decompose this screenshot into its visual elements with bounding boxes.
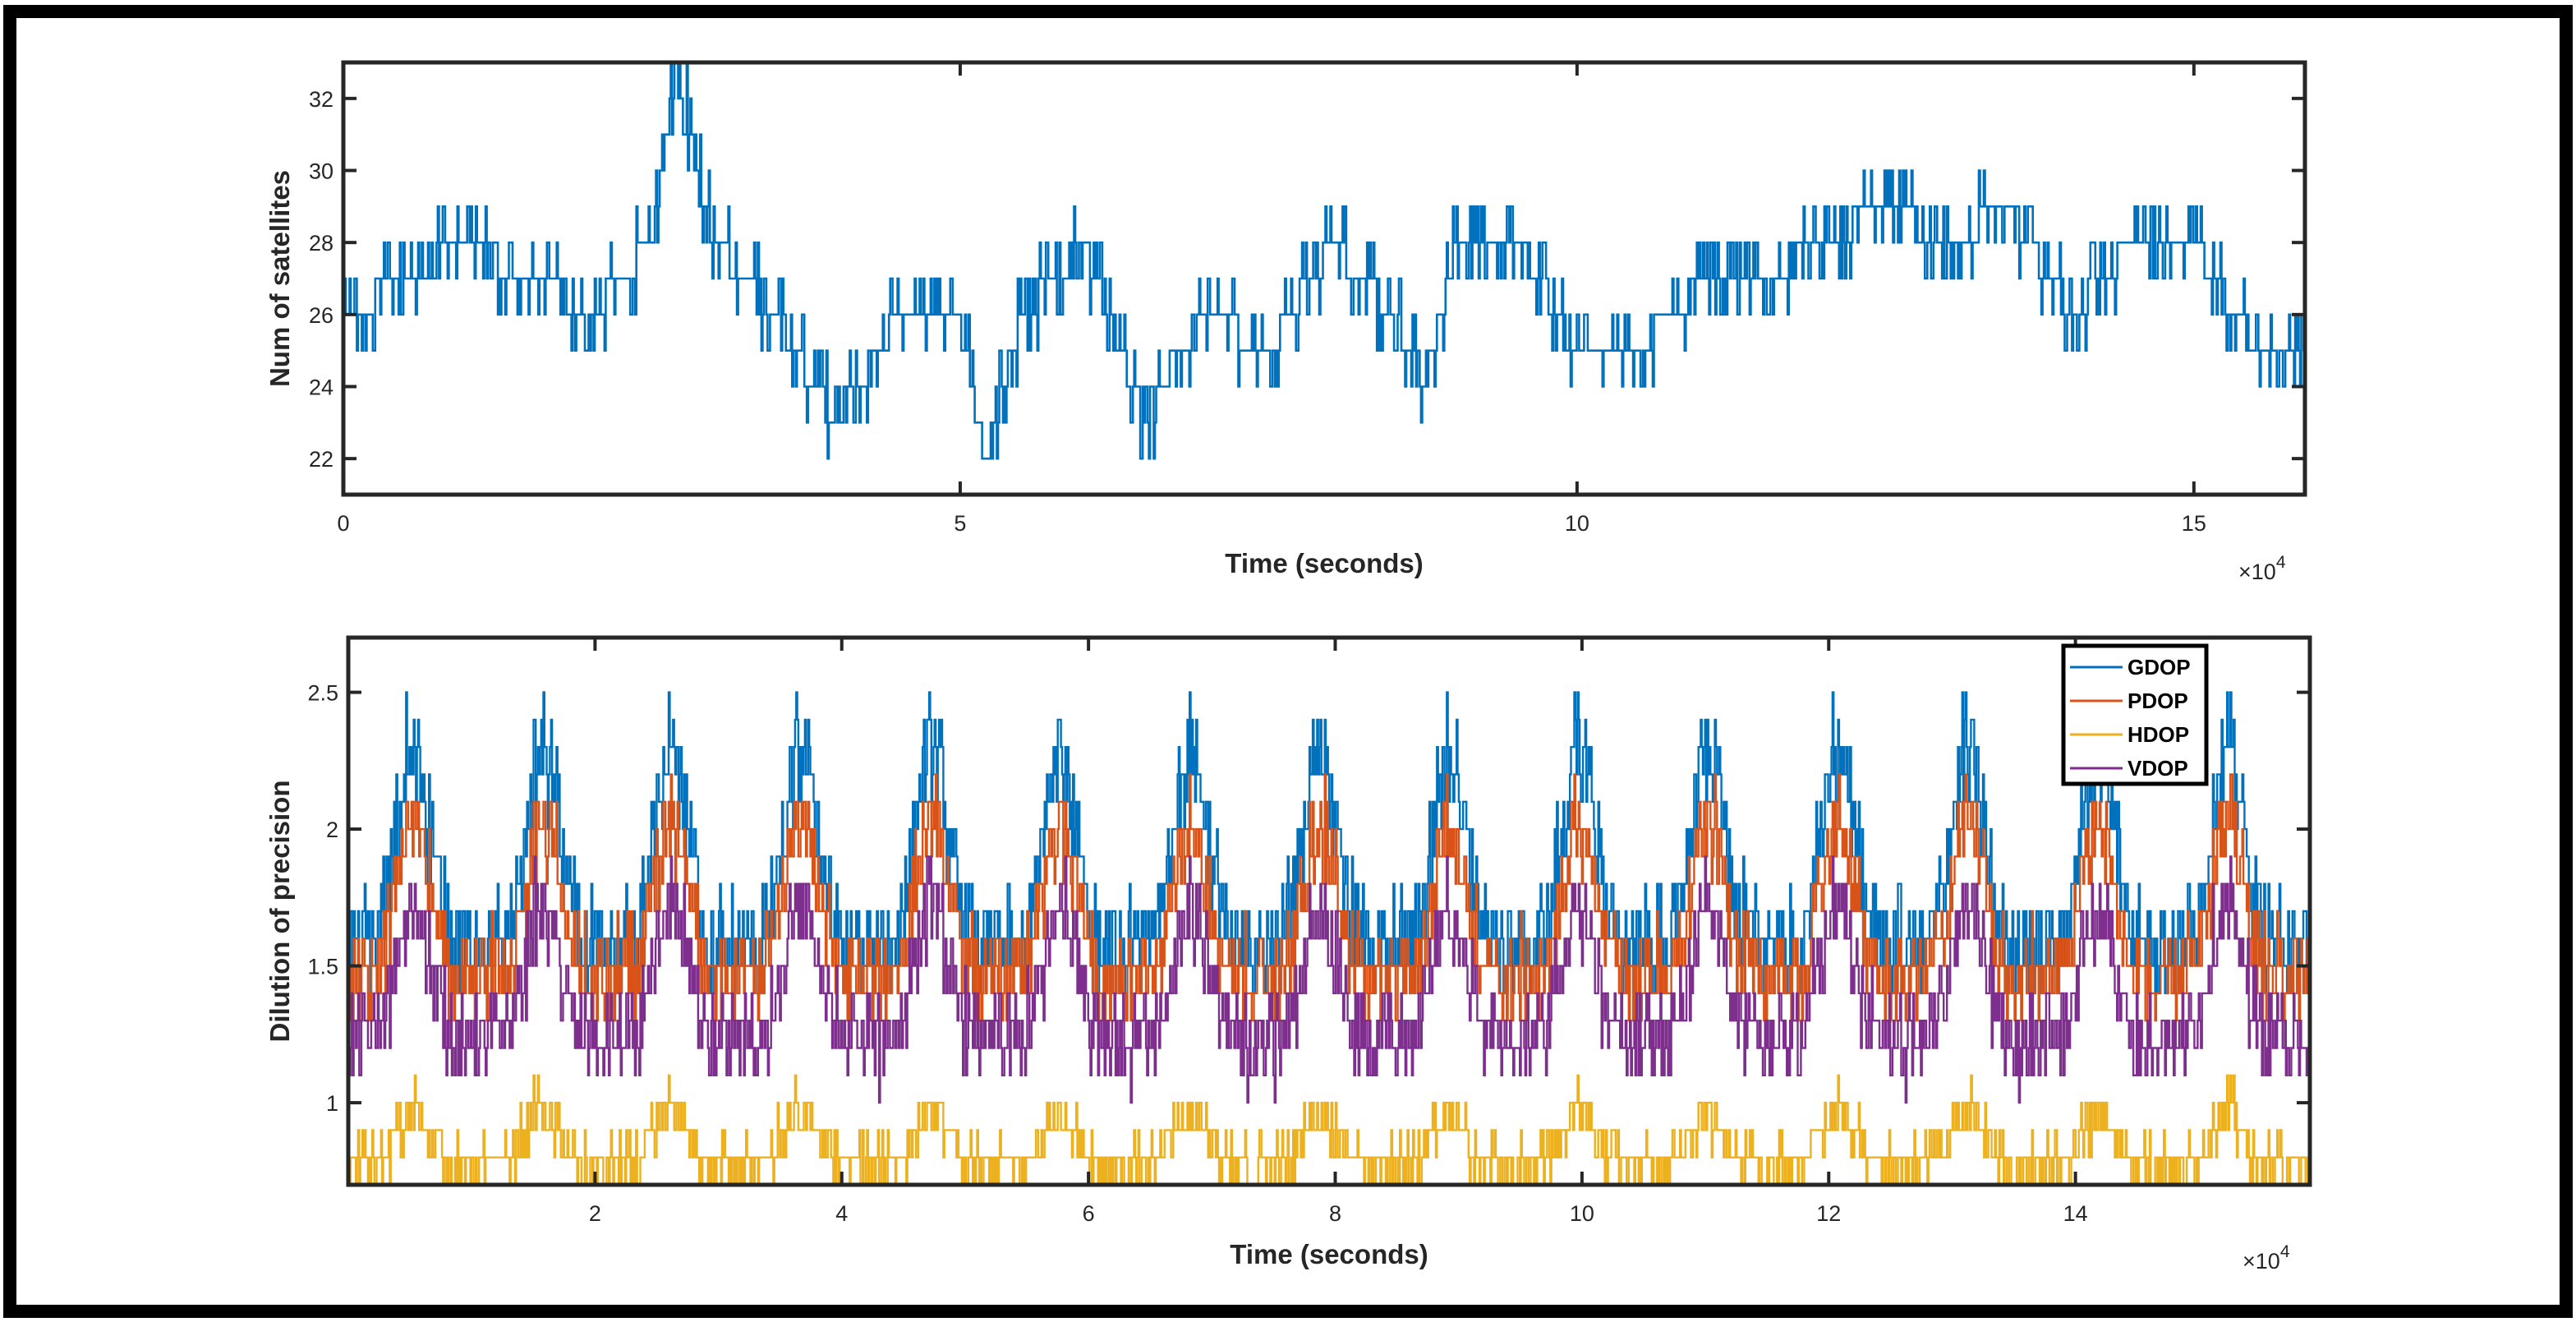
- dop-ytick-label: 1: [326, 1091, 338, 1116]
- satellites-x-exponent: ×104: [2238, 553, 2286, 584]
- dop-xtick-label: 10: [1570, 1201, 1594, 1226]
- satellites-chart: 0 5 10 15 22 24 26 28 30 32 Time (seconds) Num o…: [264, 60, 2307, 584]
- dop-series-pdop: [348, 773, 2310, 1022]
- dop-xlabel: Time (seconds): [1230, 1239, 1428, 1269]
- satellites-ytick-label: 30: [309, 159, 334, 184]
- dop-plot-box: [346, 635, 2312, 1187]
- satellites-xtick-label: 10: [1565, 511, 1589, 536]
- dop-xtick-label: 14: [2063, 1201, 2088, 1226]
- dop-ylabel: Dilution of precision: [264, 781, 295, 1043]
- dop-xtick-label: 8: [1329, 1201, 1341, 1226]
- dop-chart: 2 4 6 8 10 12 14 1 1.5 2 2.5 Time (seconds) Dilut…: [264, 635, 2312, 1274]
- dop-ytick-label: 2.5: [307, 681, 338, 706]
- dop-ytick-label: 1.5: [307, 955, 338, 979]
- legend-label-vdop: VDOP: [2128, 756, 2188, 781]
- satellites-series-line: [343, 62, 2305, 460]
- dop-series-vdop: [348, 855, 2310, 1104]
- dop-ytick-label: 2: [326, 818, 338, 842]
- legend-label-pdop: PDOP: [2128, 689, 2188, 713]
- satellites-plot-box: [341, 60, 2307, 497]
- dop-series-gdop: [348, 691, 2310, 995]
- satellites-xlabel: Time (seconds): [1225, 548, 1423, 578]
- satellites-ylabel: Num of satellites: [264, 170, 295, 387]
- dop-x-exponent: ×104: [2242, 1242, 2290, 1274]
- dop-xtick-label: 6: [1083, 1201, 1095, 1226]
- satellites-xtick-label: 5: [954, 511, 966, 536]
- satellites-xtick-label: 0: [337, 511, 349, 536]
- satellites-ytick-label: 22: [309, 447, 334, 472]
- satellites-xtick-label: 15: [2182, 511, 2206, 536]
- satellites-ytick-label: 28: [309, 231, 334, 256]
- satellites-ytick-label: 26: [309, 303, 334, 328]
- dop-xtick-label: 2: [589, 1201, 601, 1226]
- dop-legend: GDOP PDOP HDOP VDOP: [2061, 643, 2209, 786]
- legend-label-hdop: HDOP: [2128, 722, 2189, 747]
- legend-box: [2061, 643, 2209, 786]
- dop-xtick-label: 4: [835, 1201, 848, 1226]
- satellites-ytick-label: 24: [309, 375, 334, 400]
- dop-xtick-label: 12: [1816, 1201, 1841, 1226]
- satellites-ytick-label: 32: [309, 87, 334, 112]
- legend-label-gdop: GDOP: [2128, 655, 2191, 679]
- satellites-plot-area: [343, 62, 2305, 495]
- dop-series-hdop: [348, 1074, 2310, 1185]
